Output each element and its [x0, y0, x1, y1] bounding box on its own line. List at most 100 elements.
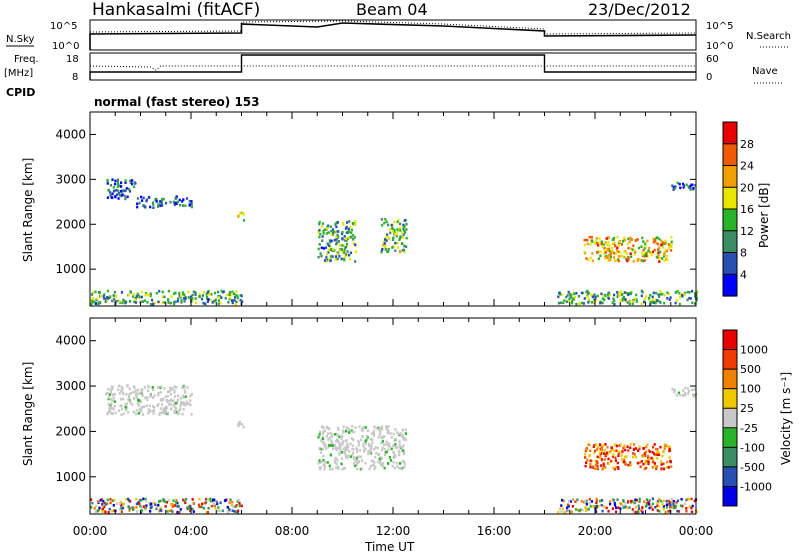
echo-cell [659, 445, 662, 449]
echo-cell [589, 459, 592, 463]
echo-cell [604, 294, 607, 298]
echo-cell [205, 295, 209, 299]
echo-cell [394, 241, 397, 245]
echo-cell [340, 457, 343, 460]
echo-cell [333, 444, 337, 447]
echo-cell [662, 254, 666, 258]
echo-cell [161, 290, 164, 294]
echo-cell [571, 297, 574, 300]
echo-cell [693, 499, 696, 503]
beam-title: Beam 04 [356, 0, 428, 19]
echo-cell [172, 503, 175, 507]
echo-cell [355, 456, 358, 460]
echo-cell [666, 258, 669, 261]
echo-cell [152, 206, 155, 209]
echo-cell [398, 467, 401, 470]
echo-cell [161, 410, 164, 414]
echo-cell [183, 499, 186, 503]
echo-cell [676, 181, 679, 185]
echo-cell [176, 398, 180, 402]
echo-cell [650, 456, 653, 460]
echo-cell [389, 459, 392, 462]
echo-cell [615, 249, 618, 252]
echo-cell [652, 291, 655, 295]
echo-cell [344, 429, 347, 433]
echo-cell [164, 201, 168, 205]
echo-cell [369, 437, 372, 441]
echo-cell [627, 292, 631, 295]
echo-cell [628, 302, 631, 306]
echo-cell [122, 502, 125, 506]
echo-cell [159, 507, 162, 510]
echo-cell [603, 246, 606, 250]
echo-cell [398, 440, 401, 443]
x-tick-label: 12:00 [376, 524, 411, 538]
echo-cell [326, 432, 330, 435]
echo-cell [363, 450, 366, 453]
echo-cell [343, 248, 346, 251]
echo-cell [391, 464, 394, 468]
echo-cell [331, 233, 334, 236]
echo-cell [596, 464, 599, 468]
echo-cell [562, 499, 565, 503]
echo-cell [635, 498, 638, 502]
echo-cell [595, 510, 598, 513]
colorbar-tick-label: 1000 [740, 344, 768, 357]
echo-cell [141, 300, 144, 303]
echo-cell [171, 399, 174, 403]
echo-cell [154, 503, 157, 506]
echo-cell [608, 250, 611, 253]
echo-cell [131, 506, 134, 510]
echo-cell [333, 238, 336, 242]
echo-cell [229, 296, 232, 299]
echo-cell [396, 465, 399, 468]
echo-cell [595, 505, 598, 508]
echo-cell [674, 301, 677, 305]
echo-cell [228, 297, 231, 301]
x-tick-label: 04:00 [174, 524, 209, 538]
echo-cell [397, 432, 400, 436]
echo-cell [594, 463, 597, 467]
echo-cell [242, 425, 245, 429]
echo-cell [381, 223, 384, 227]
colorbar-tick-label: 25 [740, 402, 754, 415]
echo-cell [325, 260, 328, 263]
echo-cell [659, 292, 662, 296]
echo-cell [144, 497, 147, 501]
echo-cell [658, 237, 661, 241]
echo-cell [403, 229, 406, 232]
echo-cell [159, 391, 162, 394]
echo-cell [119, 193, 122, 197]
echo-cell [593, 293, 596, 296]
echo-cell [620, 502, 623, 506]
echo-cell [168, 390, 171, 393]
echo-cell [607, 293, 610, 296]
echo-cell [200, 505, 203, 509]
echo-cell [106, 178, 109, 182]
echo-cell [116, 180, 119, 184]
echo-cell [614, 459, 617, 462]
echo-cell [570, 510, 573, 514]
echo-cell [113, 182, 117, 186]
echo-cell [139, 504, 142, 508]
echo-cell [387, 428, 390, 432]
echo-cell [689, 186, 692, 189]
colorbar-frame [722, 329, 738, 507]
echo-cell [112, 189, 116, 193]
echo-cell [335, 235, 338, 239]
echo-cell [364, 442, 367, 445]
echo-cell [595, 443, 598, 446]
echo-cell [189, 295, 192, 299]
echo-cell [330, 232, 333, 236]
echo-cell [109, 184, 113, 187]
nsky-line [89, 22, 697, 50]
echo-cell [623, 238, 626, 242]
echo-cell [320, 425, 323, 428]
echo-cell [598, 451, 601, 455]
echo-cell [372, 432, 376, 435]
echo-cell [162, 409, 165, 412]
echo-cell [602, 444, 605, 447]
echo-cell [381, 248, 384, 252]
echo-cell [210, 504, 213, 508]
echo-cell [685, 509, 688, 513]
